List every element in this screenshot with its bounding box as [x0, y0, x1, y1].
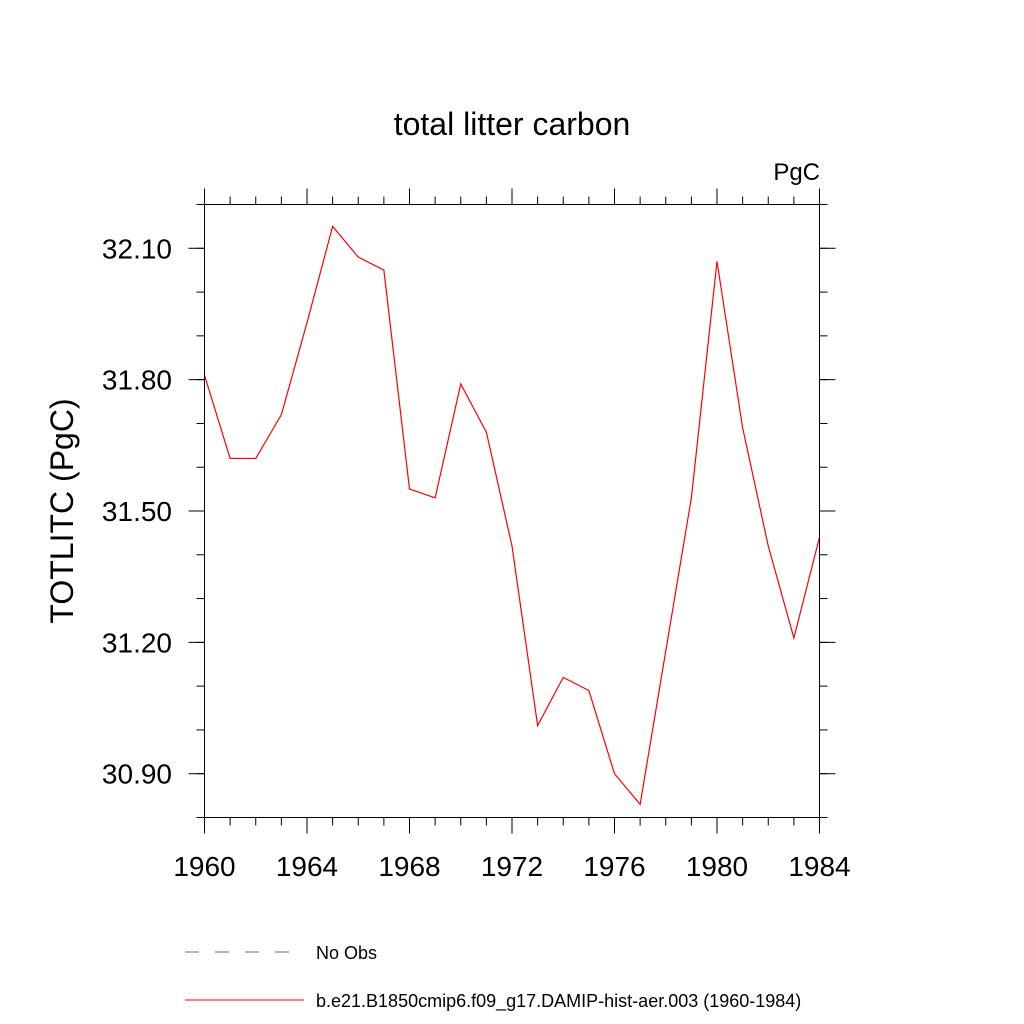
x-tick-label: 1984 — [788, 851, 850, 882]
x-tick-label: 1964 — [276, 851, 338, 882]
y-tick-labels: 30.90 31.20 31.50 31.80 32.10 — [102, 233, 172, 789]
series-layer — [203, 225, 821, 806]
series-line-0 — [203, 225, 821, 806]
y-tick-label: 31.20 — [102, 627, 172, 658]
y-tick-label: 30.90 — [102, 759, 172, 790]
y-axis-label: TOTLITC (PgC) — [44, 398, 80, 623]
x-tick-label: 1972 — [481, 851, 543, 882]
y-tick-label: 31.80 — [102, 365, 172, 396]
y-tick-label: 32.10 — [102, 233, 172, 264]
x-tick-label: 1968 — [378, 851, 440, 882]
x-tick-label: 1960 — [173, 851, 235, 882]
x-tick-label: 1976 — [583, 851, 645, 882]
x-tick-label: 1980 — [686, 851, 748, 882]
y-tick-label: 31.50 — [102, 496, 172, 527]
x-tick-labels: 1960 1964 1968 1972 1976 1980 1984 — [173, 851, 850, 882]
chart-title: total litter carbon — [394, 106, 631, 142]
plot-frame — [204, 204, 820, 818]
legend-label-series: b.e21.B1850cmip6.f09_g17.DAMIP-hist-aer.… — [316, 991, 801, 1012]
legend-label-no-obs: No Obs — [316, 943, 377, 963]
units-label: PgC — [773, 159, 820, 186]
ticks — [188, 188, 836, 834]
